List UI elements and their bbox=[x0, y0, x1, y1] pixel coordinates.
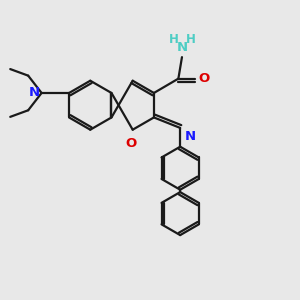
Text: H: H bbox=[185, 33, 195, 46]
Text: N: N bbox=[176, 40, 188, 53]
Text: N: N bbox=[29, 86, 40, 99]
Text: N: N bbox=[184, 130, 196, 143]
Text: H: H bbox=[169, 33, 178, 46]
Text: O: O bbox=[126, 137, 137, 150]
Text: O: O bbox=[198, 72, 210, 85]
